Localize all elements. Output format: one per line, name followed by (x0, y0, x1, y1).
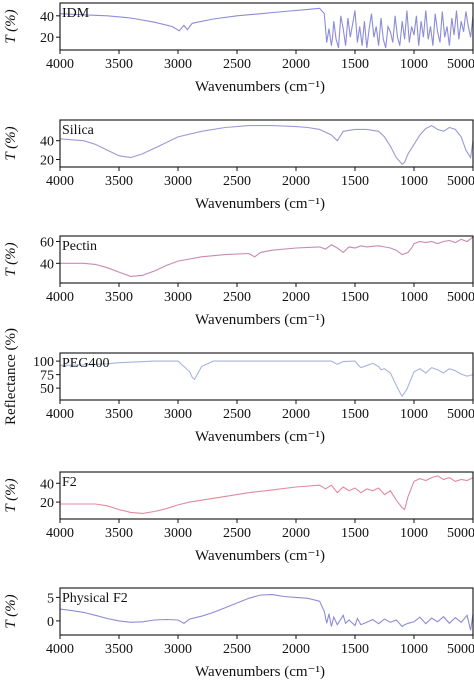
x-tick-label: 2000 (282, 290, 310, 305)
x-tick-label: 2500 (223, 57, 251, 72)
spectrum-line-2-0 (60, 236, 474, 277)
x-tick-label: 2500 (223, 407, 251, 422)
plot-frame (59, 471, 474, 520)
plot-frame (59, 235, 474, 284)
x-tick-label: 5000 (447, 290, 474, 305)
y-tick-label: 50 (40, 382, 54, 397)
spectrum-panel-2: Pectin 40 60 T (%) 4000 3500 3000 2500 2000 1500 1… (3, 235, 474, 328)
y-axis-title: T (%) (3, 242, 19, 276)
plot-frame (59, 2, 474, 51)
x-tick-label: 3000 (164, 57, 192, 72)
x-tick-label: 5000 (447, 407, 474, 422)
x-tick-label: 1500 (341, 57, 369, 72)
x-axis-title: Wavenumbers (cm⁻¹) (195, 196, 325, 212)
x-tick-label: 1500 (341, 174, 369, 189)
x-axis-title: Wavenumbers (cm⁻¹) (195, 664, 325, 680)
y-tick-label: 60 (40, 235, 54, 250)
spectrum-line-5-0 (59, 594, 474, 631)
x-tick-label: 3500 (105, 407, 133, 422)
y-tick-label: 5 (47, 591, 54, 606)
x-tick-label: 1000 (400, 290, 428, 305)
y-tick-label: 20 (40, 153, 54, 168)
x-tick-label: 1000 (400, 526, 428, 541)
x-tick-label: 4000 (46, 642, 74, 657)
spectrum-panel-0: IDM 20 40 T (%) 4000 3500 3000 2500 2000 1500 1000… (3, 2, 474, 95)
x-tick-label: 4000 (46, 526, 74, 541)
y-tick-label: 20 (40, 496, 54, 511)
x-tick-label: 2500 (223, 290, 251, 305)
x-tick-label: 3000 (164, 290, 192, 305)
spectrum-line-3-0 (59, 360, 474, 398)
x-tick-label: 3500 (105, 290, 133, 305)
x-tick-label: 1500 (341, 642, 369, 657)
x-tick-label: 1000 (400, 57, 428, 72)
y-tick-label: 75 (40, 369, 54, 384)
x-tick-label: 2000 (282, 642, 310, 657)
plot-frame (59, 352, 474, 401)
y-tick-label: 0 (47, 615, 54, 630)
x-tick-label: 2000 (282, 526, 310, 541)
x-tick-label: 1000 (400, 407, 428, 422)
x-tick-label: 1500 (341, 290, 369, 305)
spectrum-panel-1: Silica 20 40 T (%) 4000 3500 3000 2500 2000 1500 1… (3, 119, 474, 212)
x-tick-label: 5000 (447, 642, 474, 657)
x-tick-label: 2000 (282, 57, 310, 72)
x-tick-label: 3000 (164, 174, 192, 189)
x-tick-label: 5000 (447, 174, 474, 189)
x-tick-label: 4000 (46, 407, 74, 422)
x-tick-label: 1500 (341, 526, 369, 541)
x-tick-label: 5000 (447, 57, 474, 72)
y-axis-title: Reflectance (%) (3, 328, 19, 425)
y-axis-title: T (%) (3, 594, 19, 628)
x-axis-title: Wavenumbers (cm⁻¹) (195, 548, 325, 564)
y-axis-title: T (%) (3, 478, 19, 512)
x-axis-title: Wavenumbers (cm⁻¹) (195, 79, 325, 95)
x-axis-title: Wavenumbers (cm⁻¹) (195, 429, 325, 445)
x-tick-label: 4000 (46, 290, 74, 305)
sample-label: Silica (62, 123, 95, 138)
x-tick-label: 4000 (46, 174, 74, 189)
x-tick-label: 3500 (105, 57, 133, 72)
y-axis-title: T (%) (3, 126, 19, 160)
spectrum-line-4-0 (60, 475, 474, 514)
sample-label: F2 (62, 475, 77, 490)
x-tick-label: 2000 (282, 174, 310, 189)
x-axis-title: Wavenumbers (cm⁻¹) (195, 312, 325, 328)
spectrum-line-0-0 (59, 7, 474, 49)
sample-label: PEG400 (62, 356, 109, 371)
spectrum-line-1-0 (59, 124, 474, 165)
y-tick-label: 100 (33, 355, 54, 370)
x-tick-label: 3500 (105, 642, 133, 657)
y-tick-label: 40 (40, 10, 54, 25)
y-tick-label: 40 (40, 477, 54, 492)
y-tick-label: 20 (40, 31, 54, 46)
plot-frame (59, 587, 474, 636)
x-tick-label: 5000 (447, 526, 474, 541)
x-tick-label: 3000 (164, 526, 192, 541)
x-tick-label: 1500 (341, 407, 369, 422)
sample-label: Physical F2 (62, 591, 128, 606)
x-tick-label: 3500 (105, 526, 133, 541)
x-tick-label: 4000 (46, 57, 74, 72)
x-tick-label: 1000 (400, 174, 428, 189)
x-tick-label: 3000 (164, 642, 192, 657)
sample-label: Pectin (62, 239, 97, 254)
plot-frame (59, 119, 474, 168)
x-tick-label: 2000 (282, 407, 310, 422)
x-tick-label: 2500 (223, 642, 251, 657)
y-tick-label: 40 (40, 135, 54, 150)
x-tick-label: 3500 (105, 174, 133, 189)
x-tick-label: 2500 (223, 174, 251, 189)
y-tick-label: 40 (40, 257, 54, 272)
spectrum-panel-5: Physical F2 0 5 T (%) 4000 3500 3000 2500 2000 15… (3, 587, 474, 680)
spectrum-panel-4: F2 20 40 T (%) 4000 3500 3000 2500 2000 1500 1000 5… (3, 471, 474, 564)
y-axis-title: T (%) (3, 9, 19, 43)
x-tick-label: 2500 (223, 526, 251, 541)
x-tick-label: 3000 (164, 407, 192, 422)
x-tick-label: 1000 (400, 642, 428, 657)
sample-label: IDM (62, 6, 90, 21)
